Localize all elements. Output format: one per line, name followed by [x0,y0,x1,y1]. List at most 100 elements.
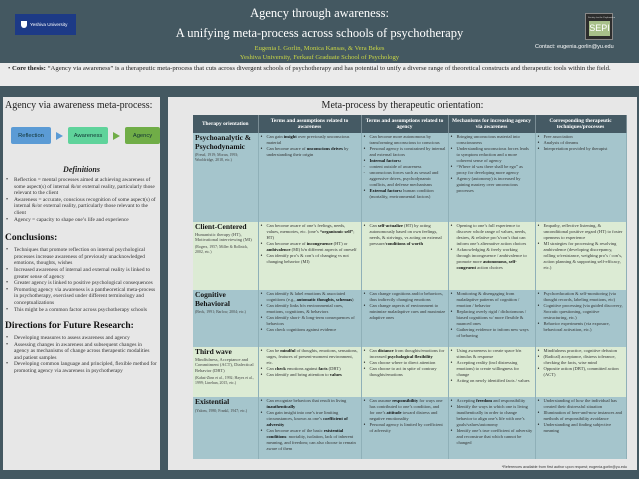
table-cell: Can gain insight over previously unconsc… [258,133,362,222]
cell-list: Bringing unconscious material into consc… [451,134,533,194]
emphasis: External factors: [369,188,403,194]
table-row: Psychoanalytic & Psychodynamic (Freud, 19… [193,133,627,222]
conclusions-list: Techniques that promote reflection on in… [5,247,158,313]
conclusion-item: Promoting agency via awareness is a pant… [5,287,158,307]
cell-item: MI strategies for processing & resolving… [538,241,624,271]
cell-item: Using awareness to create space b/n stim… [451,348,533,360]
table-cell: Monitoring & disengaging from maladaptiv… [448,290,536,347]
contact: Contact: eugenia.gorlin@yu.edu [535,44,614,50]
cell-item: Can choose to act in spite of contrary t… [364,366,446,378]
emphasis: insight [283,134,297,139]
cell-item: Can become more autonomous by transformi… [364,134,446,146]
table-cell: Bringing unconscious material into consc… [448,133,536,222]
table-cell: Can be mindful of thoughts, emotions, se… [258,347,362,397]
orientation-subtypes: Mindfulness, Acceptance and Commitment (… [195,356,254,374]
definition-item: Reflection = mental processes aimed at a… [5,177,158,197]
emphasis: existential conditions [266,428,344,440]
cell-list: Can identify & label emotions & associat… [261,291,359,333]
right-panel: Meta-process by therapeutic orientation:… [168,97,637,470]
emphasis: mindful [280,348,296,353]
emphasis: automatic thoughts, schemas [296,297,353,303]
cell-item: Can check emotions against facts (DBT) [261,366,359,372]
left-panel: Agency via awareness meta-process: Refle… [3,97,160,470]
table-cell: Using awareness to create space b/n stim… [448,347,536,397]
cell-item: Psychoeducation & self-monitoring (via t… [538,291,624,303]
flow-box-awareness: Awareness [68,127,108,144]
table-cell: Accepting freedom and responsibilityIden… [448,397,536,459]
orientation-cell: Psychoanalytic & Psychodynamic (Freud, 19… [193,133,259,222]
table-row: Cognitive Behavioral (Beck, 1991; Barlow,… [193,290,627,347]
cell-item: Can choose where to direct attention [364,360,446,366]
table-header-row: Therapy orientation Terms and assumptions… [193,115,627,133]
emphasis: autonomous, [483,259,508,265]
cell-item: Analysis of dreams [538,140,624,146]
orientation-name: Existential [195,397,230,406]
cell-item: Can check cognitions against evidence [261,327,359,333]
column-header: Corresponding therapeutic techniques/pro… [535,115,627,133]
orientation-cell: Cognitive Behavioral (Beck, 1991; Barlow,… [193,290,259,347]
cell-item: Mindfulness practice, cognitive defusion [538,348,624,354]
table-cell: Mindfulness practice, cognitive defusion… [535,347,627,397]
sepi-logo: Society for the Exploration SEPI [585,13,615,40]
table-cell: Can become aware of one’s feelings, need… [258,222,362,290]
cell-list: Can distance from thoughts/emotions for … [364,348,446,378]
cell-item: Accepting freedom and responsibility [451,398,533,404]
cell-list: Can be mindful of thoughts, emotions, se… [261,348,359,378]
cell-item: Empathy, reflective listening, & uncondi… [538,223,624,241]
future-research-list: Developing measures to assess awareness … [5,335,158,375]
conclusion-item: Techniques that promote reflection on in… [5,247,158,267]
definitions-list: Reflection = mental processes aimed at a… [5,177,158,223]
cell-item: Cognitive processing (via guided discove… [538,303,624,321]
emphasis: coefficient of adversity [266,416,348,428]
cell-item: Opening to one’s full experience to disc… [451,223,533,247]
thesis-label: Core thesis: [12,65,46,72]
column-header: Terms and assumptions related to agency [361,115,449,133]
column-header: Therapy orientation [193,115,259,133]
cell-list: Accepting freedom and responsibilityIden… [451,398,533,446]
arrow-right-icon [56,132,63,140]
definition-item: Awareness = accurate, conscious recognit… [5,197,158,217]
conclusion-item: This might be a common factor across psy… [5,307,158,314]
cell-item: Can recognize behaviors that result in l… [261,398,359,410]
cell-list: Empathy, reflective listening, & uncondi… [538,223,624,271]
cell-item: Can identify & label emotions & associat… [261,291,359,303]
cell-item: Understanding unconscious forces leads t… [451,146,533,164]
poster-title: Agency through awareness: [250,6,389,20]
cell-item: Understanding of how the individual has … [538,398,624,410]
cell-item: Illumination of here-and-now instances a… [538,410,624,422]
emphasis: freedom [476,398,493,403]
future-research-item: Developing measures to assess awareness … [5,335,158,342]
cell-item: External factors: human condition (morta… [364,188,446,200]
cell-item: Can assume responsibility for ways one h… [364,398,446,422]
authors: Eugenia I. Gorlin, Monica Kansas, & Vera… [254,45,385,52]
future-research-title: Directions for Future Research: [5,321,134,332]
cell-item: Can identify pro’s & con’s of changing v… [261,253,359,265]
future-research-item: Assessing changes in awareness and subse… [5,342,158,362]
cell-item: Accepting reality (incl distressing emot… [451,360,533,378]
cell-item: Can identify and bring attention to valu… [261,372,359,378]
table-cell: Understanding of how the individual has … [535,397,627,459]
table-row: Third wave Mindfulness, Acceptance and Co… [193,347,627,397]
cell-item: Can change aspects of environment to min… [364,303,446,321]
cell-item: Can gain insight into one’s true limitin… [261,410,359,428]
emphasis: Internal factors: [369,158,402,164]
cell-item: “Where id was there shall be ego” as pro… [451,164,533,176]
cell-item: unconscious forces such as sexual and ag… [364,170,446,188]
column-header: Mechanisms for increasing agency via awa… [448,115,536,133]
cell-list: Opening to one’s full experience to disc… [451,223,533,271]
table-row: Client-Centered Humanistic therapy (HT), … [193,222,627,290]
column-header: Terms and assumptions related to awarene… [258,115,362,133]
cell-item: Understanding and finding subjective mea… [538,422,624,434]
cell-item: Monitoring & disengaging from maladaptiv… [451,291,533,309]
cell-item: Agency (autonomy) is increased by gainin… [451,176,533,194]
cell-item: Can gain insight over previously unconsc… [261,134,359,146]
orientation-references: (Rogers, 1957; Miller & Rollnick, 2002, … [195,245,249,255]
table-cell: Psychoeducation & self-monitoring (via t… [535,290,627,347]
cell-item: Identify the ways in which one is living… [451,404,533,428]
cell-item: content outside of awareness [364,164,446,170]
conclusion-item: Increased awareness of internal and exte… [5,267,158,280]
cell-item: Replacing overly rigid / dichotomous / b… [451,309,533,327]
future-research-item: Developing common language and principle… [5,361,158,374]
table-cell: Can become more autonomous by transformi… [361,133,449,222]
cell-list: Can recognize behaviors that result in l… [261,398,359,452]
